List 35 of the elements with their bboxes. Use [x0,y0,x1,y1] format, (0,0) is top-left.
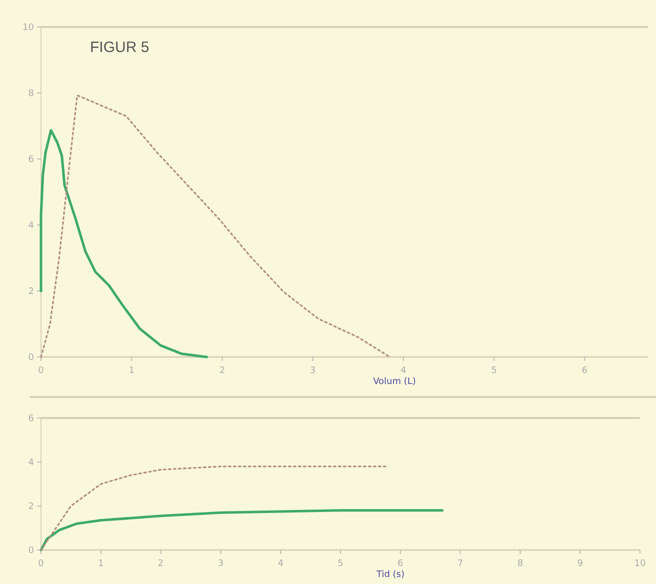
y-tick-label: 2 [28,287,34,297]
y-tick-label: 8 [28,89,34,99]
x-tick-label: 1 [128,366,134,376]
x-tick-label: 4 [278,559,284,569]
x-tick-label: 0 [38,366,44,376]
x-tick-label: 2 [158,559,164,569]
x-tick-label: 3 [310,366,316,376]
x-tick-label: 9 [577,559,584,569]
y-tick-label: 10 [22,23,34,33]
line-series [40,94,391,358]
x-tick-label: 10 [634,559,646,569]
line-series [40,466,390,551]
y-tick-label: 2 [28,502,34,512]
x-tick-label: 5 [338,559,344,569]
x-tick-label: 4 [400,366,407,376]
line-series [40,509,444,552]
x-tick-label: 7 [457,559,464,569]
x-tick-label: 6 [398,559,404,569]
x-tick-label: 0 [38,559,44,569]
text: FIGUR 5 [90,39,150,56]
line-series [40,129,208,358]
y-tick-label: 4 [28,221,34,231]
x-tick-label: 3 [218,559,224,569]
y-tick-label: 4 [28,458,34,468]
y-tick-label: 6 [28,155,34,165]
x-tick-label: 2 [219,366,226,376]
y-tick-label: 0 [28,546,34,556]
y-tick-label: 0 [28,353,34,363]
x-tick-label: 8 [517,559,524,569]
x-axis-title: Volum (L) [373,377,416,387]
x-tick-label: 6 [582,366,588,376]
x-tick-label: 1 [98,559,104,569]
y-tick-label: 6 [28,414,34,424]
x-tick-label: 5 [491,366,497,376]
x-axis-title: Tid (s) [375,570,405,580]
